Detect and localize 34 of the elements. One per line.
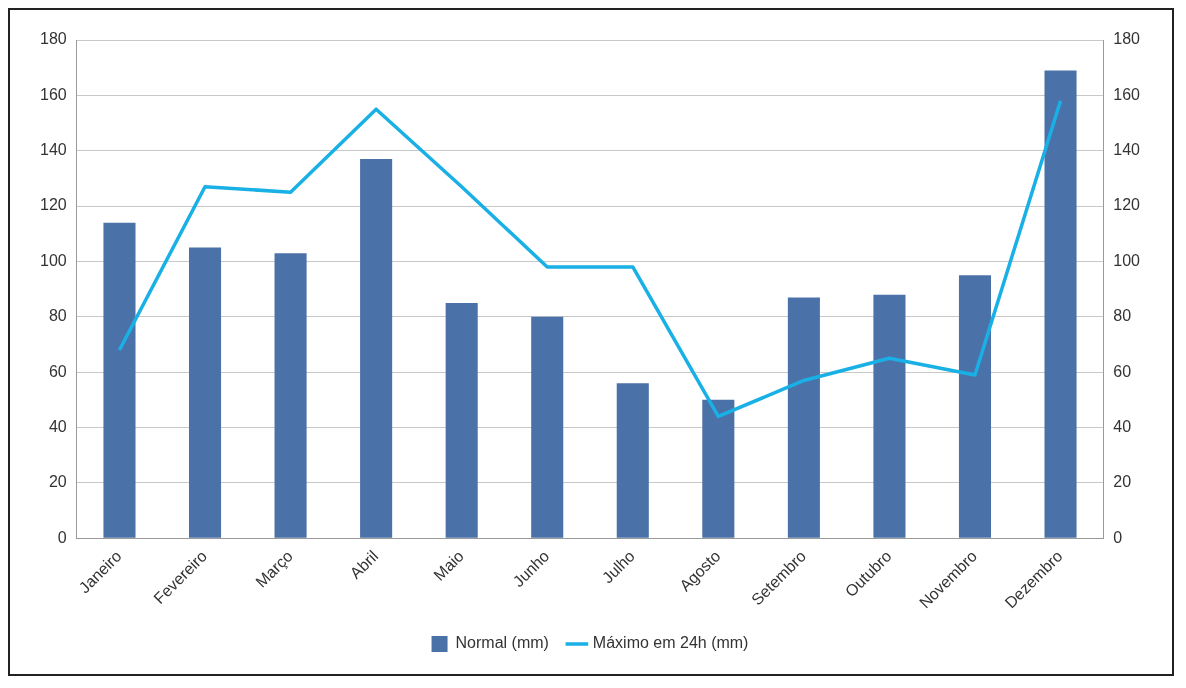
bar <box>873 294 906 538</box>
bar <box>958 275 992 538</box>
y-tick-label: 0 <box>57 528 67 546</box>
bar <box>1044 70 1077 538</box>
bar <box>616 383 649 538</box>
y-tick-label: 100 <box>39 251 67 269</box>
y2-tick-label: 0 <box>1113 528 1123 546</box>
bar <box>188 247 222 538</box>
y2-tick-label: 180 <box>1113 30 1141 48</box>
y2-tick-label: 120 <box>1113 196 1141 214</box>
y2-tick-label: 40 <box>1113 417 1132 435</box>
bar <box>531 316 564 538</box>
y-tick-label: 160 <box>39 85 67 103</box>
y2-tick-label: 160 <box>1113 85 1141 103</box>
bar <box>445 302 478 538</box>
y2-tick-label: 100 <box>1113 251 1141 269</box>
legend-label: Normal (mm) <box>455 634 549 652</box>
y-tick-label: 40 <box>48 417 67 435</box>
bar <box>702 399 735 538</box>
y-tick-label: 20 <box>48 473 67 491</box>
y-tick-label: 60 <box>48 362 67 380</box>
legend-label: Máximo em 24h (mm) <box>592 634 749 652</box>
bar <box>103 222 136 538</box>
bar <box>360 159 393 538</box>
bar <box>274 253 307 538</box>
y-tick-label: 140 <box>39 141 67 159</box>
y2-tick-label: 80 <box>1113 307 1132 325</box>
y2-tick-label: 60 <box>1113 362 1132 380</box>
y2-tick-label: 140 <box>1113 141 1141 159</box>
bar <box>787 297 820 538</box>
y-tick-label: 120 <box>39 196 67 214</box>
y-tick-label: 80 <box>48 307 67 325</box>
y2-tick-label: 20 <box>1113 473 1132 491</box>
y-tick-label: 180 <box>39 30 67 48</box>
